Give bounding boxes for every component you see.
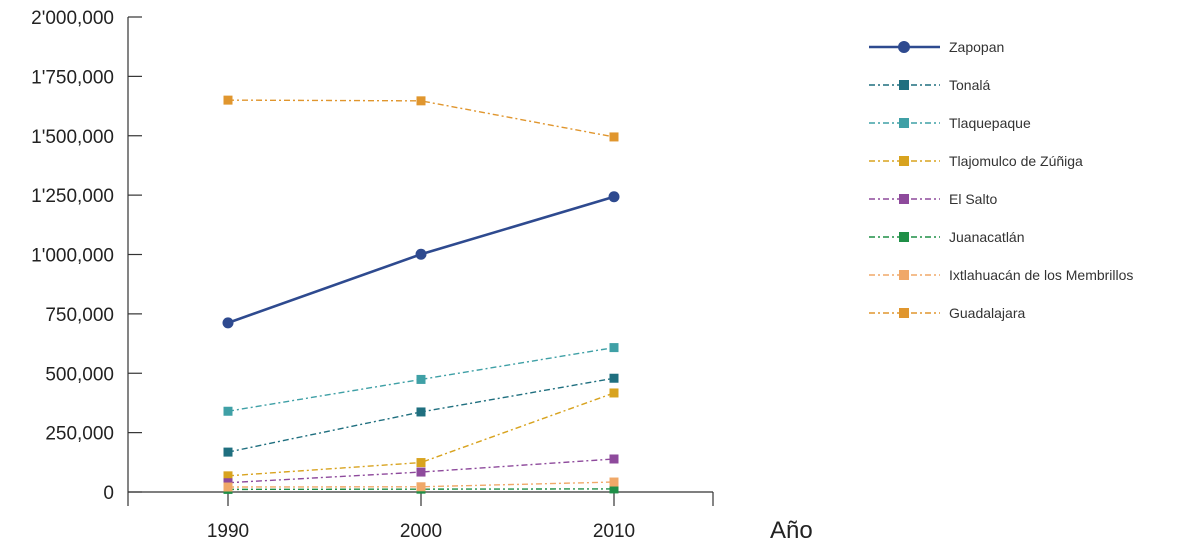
legend-label: Guadalajara xyxy=(949,305,1025,321)
y-tick-label: 1'000,000 xyxy=(31,246,114,267)
data-point xyxy=(608,191,620,203)
legend-marker xyxy=(899,308,909,318)
legend-marker xyxy=(899,80,909,90)
data-point xyxy=(223,482,233,492)
series-3 xyxy=(223,388,619,481)
legend-item: Ixtlahuacán de los Membrillos xyxy=(869,267,1133,283)
x-axis-ticks: 1990 2000 2010 xyxy=(127,492,714,542)
series-6 xyxy=(223,477,619,492)
series-2 xyxy=(223,343,619,416)
legend: Zapopan Tonalá Tlaquepaque Tlajomulco de Zú… xyxy=(869,39,1133,321)
y-tick-label: 0 xyxy=(103,483,114,504)
legend-item: Tlaquepaque xyxy=(869,115,1031,131)
data-point xyxy=(609,454,619,464)
legend-label: El Salto xyxy=(949,191,997,207)
legend-marker xyxy=(899,118,909,128)
legend-label: Tlaquepaque xyxy=(949,115,1031,131)
x-axis-title: Año xyxy=(770,517,813,542)
legend-marker xyxy=(899,270,909,280)
legend-marker xyxy=(899,232,909,242)
legend-label: Tlajomulco de Zúñiga xyxy=(949,153,1083,169)
data-point xyxy=(609,484,619,494)
series-1 xyxy=(223,373,619,457)
y-axis-ticks: 0 250,000 500,000 750,000 1'000,000 1'250,000… xyxy=(31,8,142,504)
data-point xyxy=(609,477,619,487)
data-point xyxy=(416,458,426,468)
x-tick-label: 2000 xyxy=(400,521,442,542)
data-point xyxy=(223,447,233,457)
legend-item: Zapopan xyxy=(869,39,1004,55)
data-point xyxy=(223,95,233,105)
legend-label: Zapopan xyxy=(949,39,1004,55)
data-point xyxy=(416,407,426,417)
series-group xyxy=(222,95,620,494)
data-point xyxy=(416,467,426,477)
series-line xyxy=(227,99,615,138)
y-tick-label: 1'250,000 xyxy=(31,186,114,207)
legend-marker xyxy=(899,156,909,166)
y-tick-label: 1'500,000 xyxy=(31,127,114,148)
legend-item: El Salto xyxy=(869,191,997,207)
y-tick-label: 750,000 xyxy=(45,305,114,326)
data-point xyxy=(416,96,426,106)
legend-label: Tonalá xyxy=(949,77,990,93)
legend-marker xyxy=(899,194,909,204)
data-point xyxy=(609,343,619,353)
data-point xyxy=(416,374,426,384)
series-7 xyxy=(223,95,619,142)
legend-item: Guadalajara xyxy=(869,305,1025,321)
legend-item: Tlajomulco de Zúñiga xyxy=(869,153,1083,169)
data-point xyxy=(415,248,427,260)
series-line xyxy=(227,346,615,412)
legend-label: Ixtlahuacán de los Membrillos xyxy=(949,267,1133,283)
y-tick-label: 250,000 xyxy=(45,424,114,445)
data-point xyxy=(223,406,233,416)
x-tick-label: 1990 xyxy=(207,521,249,542)
data-point xyxy=(416,482,426,492)
series-line xyxy=(227,195,615,325)
data-point xyxy=(609,373,619,383)
series-line xyxy=(227,458,615,484)
legend-item: Juanacatlán xyxy=(869,229,1025,245)
legend-item: Tonalá xyxy=(869,77,990,93)
legend-label: Juanacatlán xyxy=(949,229,1025,245)
data-point xyxy=(223,471,233,481)
y-tick-label: 2'000,000 xyxy=(31,8,114,29)
y-tick-label: 500,000 xyxy=(45,364,114,385)
y-tick-label: 1'750,000 xyxy=(31,67,114,88)
legend-marker xyxy=(898,41,910,53)
data-point xyxy=(609,132,619,142)
series-0 xyxy=(222,191,620,329)
data-point xyxy=(609,388,619,398)
x-tick-label: 2010 xyxy=(593,521,635,542)
data-point xyxy=(222,317,234,329)
